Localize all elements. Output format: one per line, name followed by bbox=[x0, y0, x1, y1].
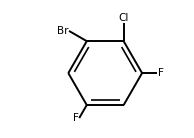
Text: F: F bbox=[73, 113, 79, 123]
Text: Br: Br bbox=[57, 26, 68, 36]
Text: Cl: Cl bbox=[119, 13, 129, 23]
Text: F: F bbox=[158, 68, 164, 78]
